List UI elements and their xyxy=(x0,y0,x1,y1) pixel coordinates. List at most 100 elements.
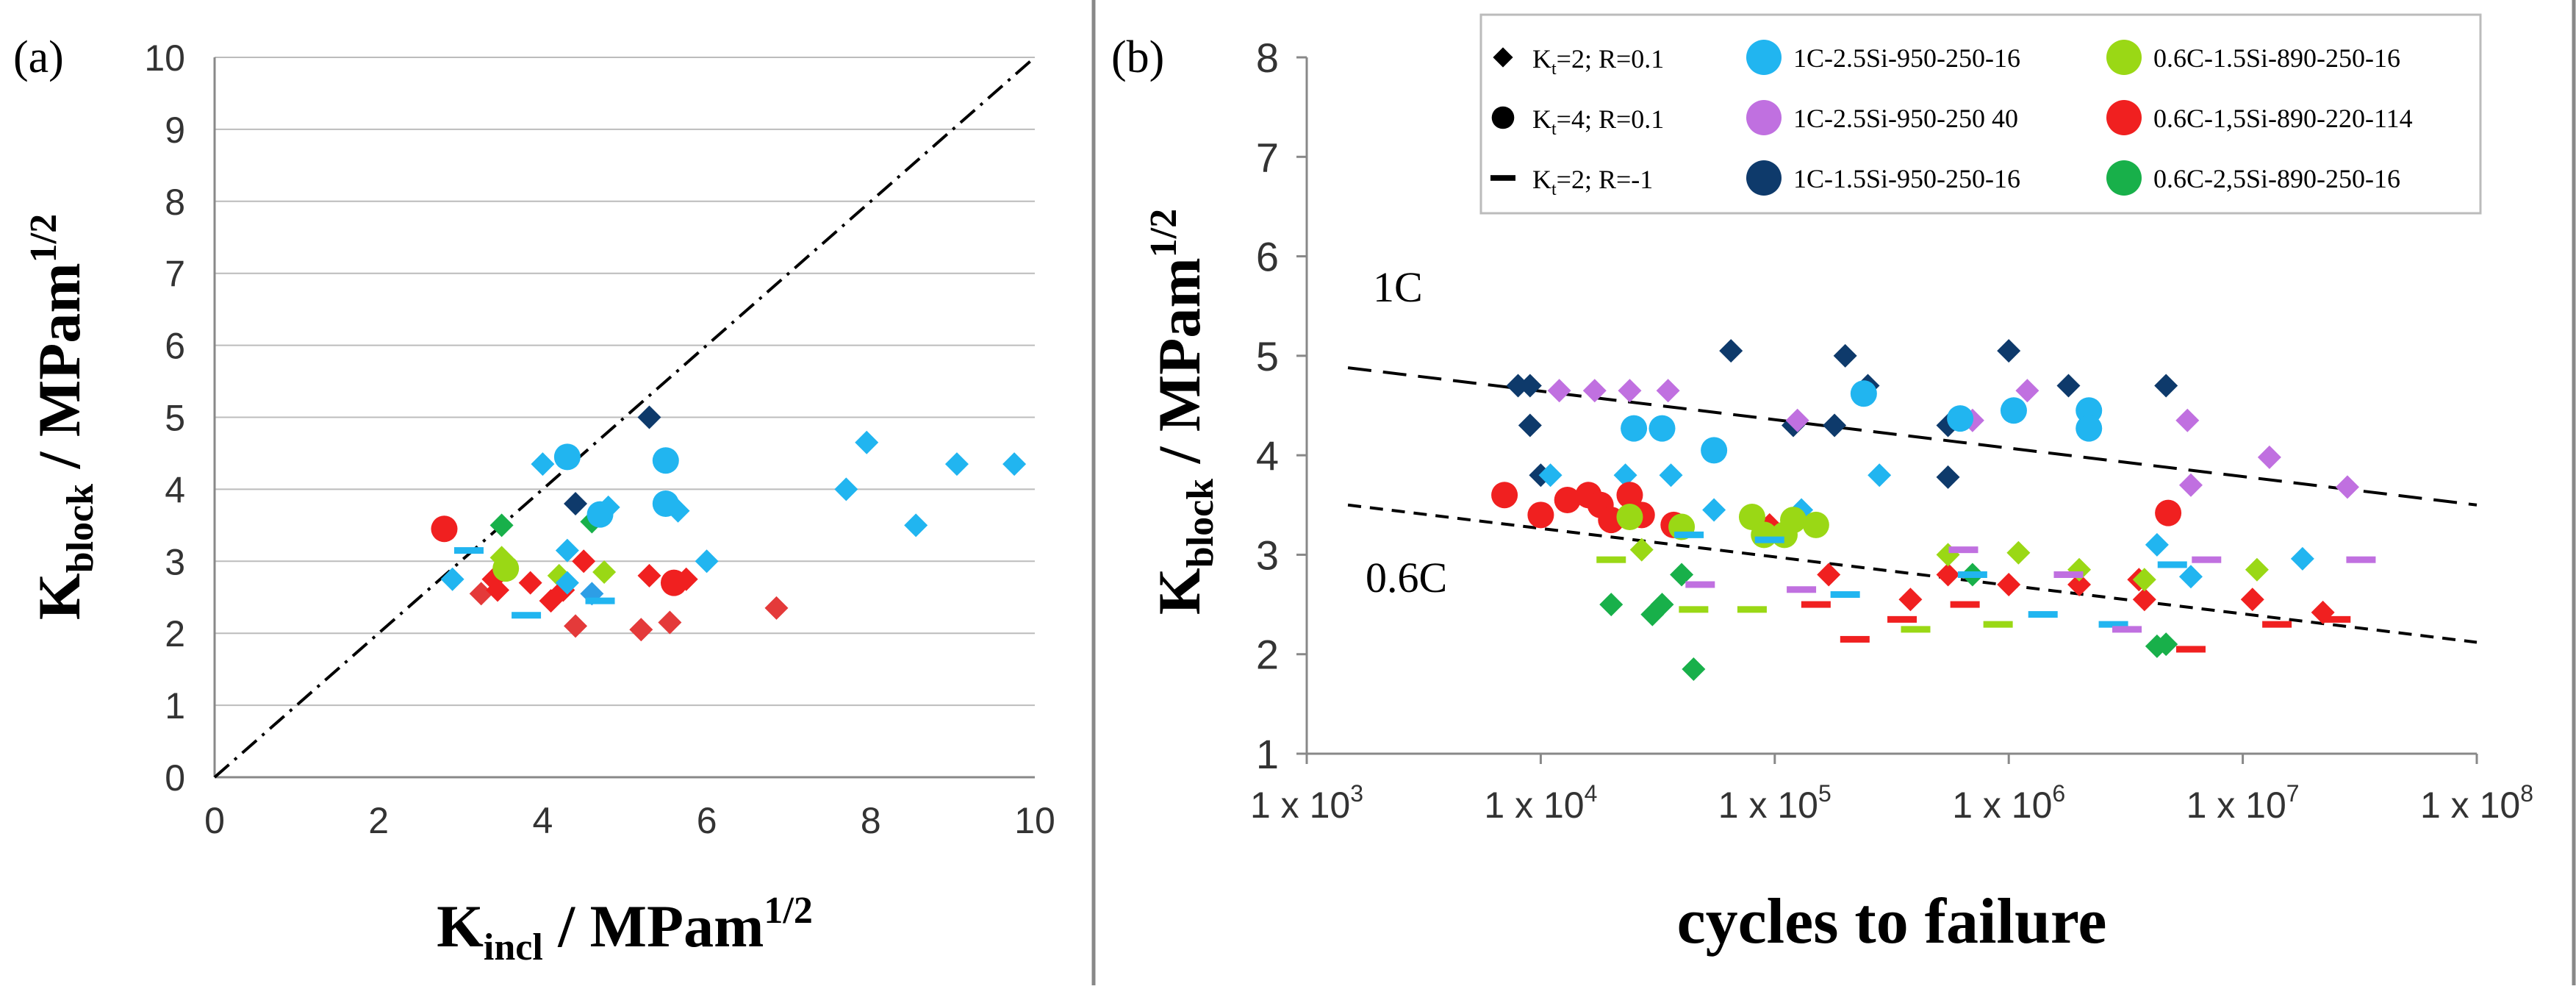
data-point-b xyxy=(2132,568,2156,592)
annotation-0-6c: 0.6C xyxy=(1366,554,1447,601)
legend-label: 0.6C-1.5Si-890-250-16 xyxy=(2153,43,2400,73)
data-point-b xyxy=(2075,415,2103,442)
annotation-1c: 1C xyxy=(1373,263,1423,311)
data-point-b xyxy=(1650,593,1674,617)
panel-b: 1 2 3 4 5 6 7 8 1 x 103 1 x 104 1 x 105 1 x 106 1 x … xyxy=(1111,32,2533,957)
data-point-b xyxy=(2321,615,2351,623)
x-tick-label-a: 10 xyxy=(1014,800,1055,841)
data-point-b xyxy=(2067,573,2092,597)
x-tick-label-a: 4 xyxy=(532,800,553,841)
data-point-a xyxy=(585,597,615,604)
data-point-b xyxy=(1936,465,1960,489)
data-point-a xyxy=(531,452,555,476)
x-tick-label-b: 1 x 104 xyxy=(1484,780,1597,826)
data-point-a xyxy=(944,452,969,476)
data-point-b xyxy=(2175,646,2206,653)
data-point-b xyxy=(1621,415,1648,442)
data-point-b xyxy=(2240,588,2264,612)
data-point-a xyxy=(629,618,653,642)
legend-label: 0.6C-1,5Si-890-220-114 xyxy=(2153,104,2413,133)
data-point-b xyxy=(1787,586,1817,593)
legend-marker xyxy=(1493,47,1513,68)
x-tick-label-a: 2 xyxy=(368,800,389,841)
trend-line-0-6c xyxy=(1347,503,2478,644)
data-point-b xyxy=(1948,546,1978,554)
data-point-b xyxy=(2053,571,2084,578)
data-point-a xyxy=(666,499,690,523)
data-point-b xyxy=(1802,511,1829,538)
y-tick-label-b: 7 xyxy=(1256,134,1279,180)
y-tick-label-a: 9 xyxy=(165,110,185,151)
data-point-b xyxy=(1830,591,1860,599)
data-point-a xyxy=(572,549,596,574)
y-tick-label-b: 5 xyxy=(1256,333,1279,379)
legend-label: 1C-2.5Si-950-250 40 xyxy=(1793,104,2018,133)
data-point-a xyxy=(453,547,484,554)
data-point-b xyxy=(1618,379,1642,403)
y-axis-title-b: Kblock / MPam1/2 xyxy=(1143,209,1221,615)
data-point-b xyxy=(2006,540,2031,565)
data-point-b xyxy=(2245,557,2269,582)
data-point-b xyxy=(1582,379,1607,403)
legend: Kt=2; R=0.1 Kt=4; R=0.1 Kt=2; R=-1 1C-2.5Si… xyxy=(1479,13,2482,215)
data-point-b xyxy=(1506,374,1530,398)
x-tick-label-b: 1 x 103 xyxy=(1250,780,1363,826)
data-point-b xyxy=(1648,415,1676,442)
x-tick-label-b: 1 x 105 xyxy=(1718,780,1831,826)
data-point-b xyxy=(1801,601,1831,608)
data-point-a xyxy=(674,567,698,591)
data-point-b xyxy=(1613,463,1637,488)
data-point-a xyxy=(564,614,588,638)
data-point-b xyxy=(1850,380,1877,407)
data-point-b xyxy=(2145,532,2169,557)
data-point-b xyxy=(1868,463,1892,488)
data-point-a xyxy=(592,560,617,584)
x-tick-label-a: 8 xyxy=(861,800,881,841)
x-axis-title-b: cycles to failure xyxy=(1677,886,2107,957)
data-point-b xyxy=(2175,408,2200,432)
x-tick-label-b: 1 x 108 xyxy=(2420,780,2533,826)
legend-swatch xyxy=(1746,100,1782,135)
data-point-b xyxy=(1547,379,1571,403)
data-point-b xyxy=(1670,563,1694,587)
data-point-b xyxy=(1833,343,1857,368)
data-point-b xyxy=(2000,397,2027,424)
data-point-b xyxy=(1823,413,1847,438)
legend-swatch xyxy=(1746,160,1782,196)
data-point-b xyxy=(2178,565,2203,589)
x-axis-title-a: Kincl / MPam1/2 xyxy=(437,890,813,968)
y-tick-label-a: 2 xyxy=(165,613,185,654)
y-tick-label-a: 3 xyxy=(165,541,185,582)
data-point-b xyxy=(2157,561,2187,568)
legend-label: Kt=4; R=0.1 xyxy=(1532,104,1664,139)
legend-swatch xyxy=(2106,40,2142,75)
data-point-a xyxy=(489,513,514,538)
y-tick-label-a: 4 xyxy=(165,469,185,510)
data-point-b xyxy=(1596,556,1626,563)
legend-swatch xyxy=(2106,160,2142,196)
data-point-b xyxy=(1898,588,1923,612)
legend-swatch xyxy=(1746,40,1782,75)
data-point-a xyxy=(469,582,493,606)
legend-label: Kt=2; R=-1 xyxy=(1532,165,1653,199)
data-point-a xyxy=(637,405,661,429)
y-axis-title-a: Kblock / MPam1/2 xyxy=(23,214,101,620)
data-point-b xyxy=(1679,606,1709,613)
x-tick-label-a: 0 xyxy=(204,800,225,841)
data-point-b xyxy=(1538,463,1563,488)
data-point-a xyxy=(440,567,464,591)
legend-marker xyxy=(1491,106,1515,129)
data-point-b xyxy=(1997,573,2021,597)
data-point-b xyxy=(1616,504,1643,531)
data-point-b xyxy=(2178,473,2203,497)
data-point-a xyxy=(596,495,620,519)
x-tick-label-a: 6 xyxy=(697,800,717,841)
data-point-b xyxy=(1518,413,1542,438)
legend-marker xyxy=(1490,175,1515,181)
legend-label: 0.6C-2,5Si-890-250-16 xyxy=(2153,164,2400,193)
data-point-b xyxy=(2154,632,2178,657)
data-point-b xyxy=(2335,475,2359,499)
data-point-b xyxy=(1737,606,1767,613)
data-point-b xyxy=(1887,615,1917,623)
